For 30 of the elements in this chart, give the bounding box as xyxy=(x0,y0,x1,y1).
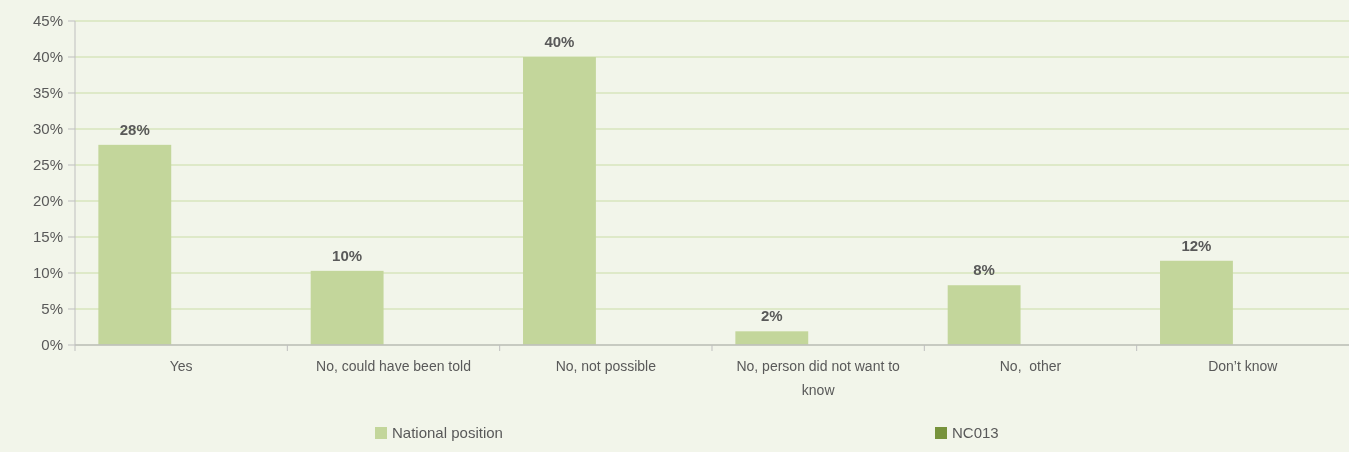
bar xyxy=(1160,260,1233,345)
y-tick-label: 30% xyxy=(32,120,63,138)
x-tick-label: No, could have been told xyxy=(316,358,471,374)
x-tick-label: Don’t know xyxy=(1208,358,1279,374)
data-label: 12% xyxy=(1181,236,1212,254)
legend-label: NC013 xyxy=(952,424,999,441)
bar xyxy=(310,270,384,345)
data-label: 8% xyxy=(973,261,995,279)
legend-label: National position xyxy=(392,424,503,441)
bar xyxy=(735,331,809,345)
data-label: 10% xyxy=(332,246,363,264)
data-label: 28% xyxy=(119,120,150,138)
x-tick-label: No, other xyxy=(999,358,1062,374)
y-tick-label: 35% xyxy=(32,84,63,102)
y-tick-label: 0% xyxy=(41,336,63,354)
y-tick-label: 10% xyxy=(32,264,63,282)
y-tick-label: 25% xyxy=(32,156,63,174)
y-tick-label: 20% xyxy=(32,192,63,210)
y-tick-label: 15% xyxy=(32,228,63,246)
x-tick-label: No, not possible xyxy=(555,358,657,374)
y-tick-label: 45% xyxy=(32,12,63,30)
x-tick-label: Yes xyxy=(169,358,193,374)
y-tick-label: 40% xyxy=(32,48,63,66)
bar xyxy=(947,285,1021,345)
y-tick-label: 5% xyxy=(41,300,63,318)
bar xyxy=(523,57,596,345)
x-tick-label: No, person did not want to know xyxy=(736,358,901,398)
bar xyxy=(98,144,172,345)
data-label: 40% xyxy=(544,33,575,50)
data-label: 2% xyxy=(760,307,783,325)
